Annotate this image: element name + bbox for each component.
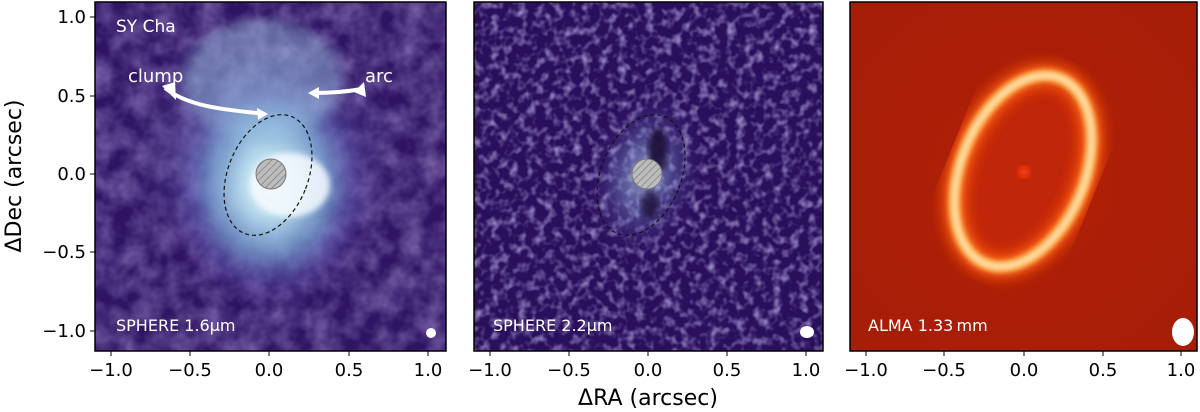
x-tick-label: −1.0 bbox=[844, 360, 888, 381]
panel-label: ALMA 1.33 mm bbox=[868, 316, 988, 335]
central-source bbox=[1018, 166, 1030, 178]
x-tick-label: −0.5 bbox=[547, 360, 591, 381]
x-tick-label: 1.0 bbox=[1167, 360, 1196, 381]
dashed-ellipse bbox=[596, 114, 686, 236]
y-axis-label: ΔDec (arcsec) bbox=[2, 99, 27, 252]
y-tick-label: 0.5 bbox=[57, 86, 86, 107]
coronagraph-mask bbox=[255, 158, 287, 190]
x-tick-label: 0.5 bbox=[335, 360, 364, 381]
x-tick-label: 1.0 bbox=[792, 360, 821, 381]
object-name: SY Cha bbox=[116, 17, 176, 37]
panel-sphere-2-2: SPHERE 2.2µm bbox=[473, 1, 824, 352]
x-axis-panel-2: −1.0 −0.5 0.0 0.5 1.0 bbox=[468, 351, 820, 381]
x-tick-label: 0.5 bbox=[713, 360, 742, 381]
x-tick-label: 1.0 bbox=[414, 360, 443, 381]
y-tick-label: −0.5 bbox=[42, 242, 86, 263]
y-tick-label: −1.0 bbox=[42, 321, 86, 342]
y-axis: 1.0 0.5 0.0 −0.5 −1.0 bbox=[42, 7, 95, 342]
y-tick-label: 1.0 bbox=[57, 7, 86, 28]
x-tick-label: 0.0 bbox=[1010, 360, 1039, 381]
x-tick-label: −0.5 bbox=[922, 360, 966, 381]
x-axis-panel-1: −1.0 −0.5 0.0 0.5 1.0 bbox=[89, 351, 442, 381]
arc-label: arc bbox=[365, 66, 393, 87]
x-tick-label: −1.0 bbox=[89, 360, 133, 381]
x-axis-panel-3: −1.0 −0.5 0.0 0.5 1.0 bbox=[844, 351, 1195, 381]
beam-icon bbox=[800, 326, 814, 338]
beam-icon bbox=[1172, 318, 1194, 346]
x-axis-label: ΔRA (arcsec) bbox=[578, 386, 718, 411]
panel-alma: ALMA 1.33 mm bbox=[849, 1, 1198, 352]
x-tick-label: 0.0 bbox=[634, 360, 663, 381]
coronagraph-mask bbox=[631, 158, 663, 190]
beam-icon bbox=[426, 328, 436, 338]
panel-label: SPHERE 2.2µm bbox=[493, 316, 612, 335]
x-tick-label: 0.0 bbox=[255, 360, 284, 381]
panel-label: SPHERE 1.6µm bbox=[116, 316, 235, 335]
dashed-ellipse bbox=[223, 114, 313, 236]
x-tick-label: −1.0 bbox=[468, 360, 512, 381]
panel-sphere-1-6: SY Cha clump arc SPHERE 1.6µm bbox=[94, 1, 447, 352]
y-tick-label: 0.0 bbox=[57, 164, 86, 185]
x-tick-label: −0.5 bbox=[168, 360, 212, 381]
panel-frame bbox=[94, 1, 447, 352]
x-tick-label: 0.5 bbox=[1089, 360, 1118, 381]
clump-label: clump bbox=[128, 66, 183, 87]
